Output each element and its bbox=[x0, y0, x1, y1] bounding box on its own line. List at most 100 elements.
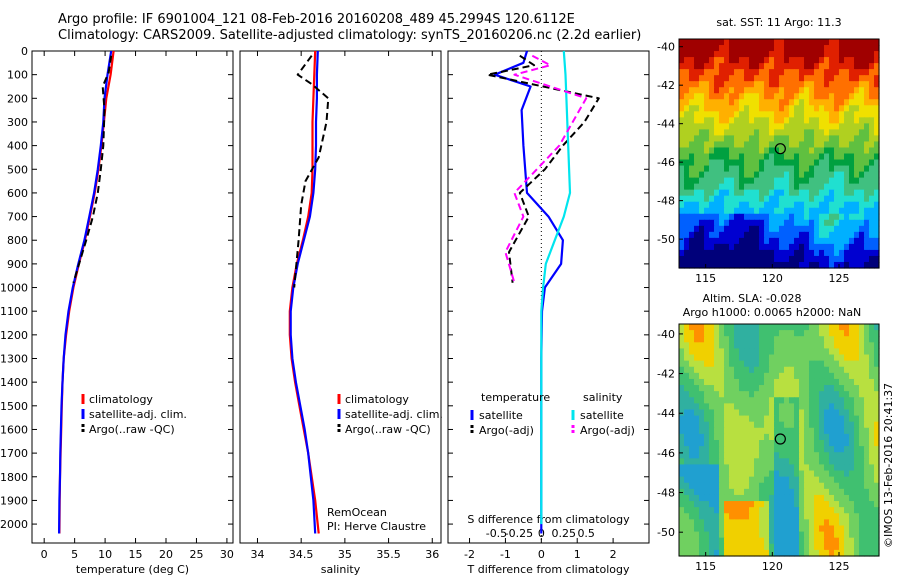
sla-cell bbox=[874, 494, 880, 502]
sla-cell bbox=[874, 378, 880, 386]
sla-cell bbox=[814, 366, 820, 374]
legend-label: climatology bbox=[89, 393, 153, 406]
sst-cell bbox=[869, 219, 875, 227]
sla-cell bbox=[794, 403, 800, 411]
sla-cell bbox=[834, 501, 840, 508]
sst-cell bbox=[754, 105, 760, 112]
sst-cell bbox=[729, 63, 735, 70]
sst-cell bbox=[834, 51, 840, 58]
sla-cell bbox=[839, 336, 845, 343]
sla-cell bbox=[789, 537, 795, 545]
sla-cell bbox=[854, 494, 860, 502]
sla-cell bbox=[834, 433, 840, 441]
sst-cell bbox=[809, 165, 815, 173]
sla-cell bbox=[864, 385, 870, 392]
sla-cell bbox=[814, 452, 820, 459]
sst-cell bbox=[814, 153, 820, 161]
sla-cell bbox=[834, 336, 840, 343]
sla-cell bbox=[764, 470, 770, 478]
sla-cell bbox=[849, 507, 855, 514]
sla-cell bbox=[779, 342, 785, 350]
sla-cell bbox=[814, 324, 820, 331]
sst-cell bbox=[769, 75, 775, 82]
sst-cell bbox=[749, 189, 755, 197]
sst-cell bbox=[799, 63, 805, 70]
sla-cell bbox=[844, 336, 850, 343]
sla-cell bbox=[724, 482, 730, 490]
sst-cell bbox=[709, 129, 715, 137]
sst-cell bbox=[714, 171, 720, 179]
sla-cell bbox=[794, 537, 800, 545]
sla-cell bbox=[709, 397, 715, 404]
sla-cell bbox=[809, 330, 815, 337]
sla-cell bbox=[684, 513, 690, 520]
sst-cell bbox=[814, 201, 820, 209]
sla-cell bbox=[749, 488, 755, 496]
sst-cell bbox=[719, 75, 725, 82]
sst-cell bbox=[839, 261, 845, 269]
sst-cell bbox=[769, 63, 775, 70]
sst-cell bbox=[874, 189, 880, 197]
sst-cell bbox=[679, 81, 685, 88]
sst-cell bbox=[719, 225, 725, 233]
sst-cell bbox=[754, 51, 760, 58]
sst-cell bbox=[739, 189, 745, 197]
sst-cell bbox=[824, 261, 830, 269]
sla-cell bbox=[824, 427, 830, 435]
sla-cell bbox=[699, 519, 705, 527]
sla-cell bbox=[684, 452, 690, 459]
sst-cell bbox=[874, 81, 880, 88]
sla-cell bbox=[679, 452, 685, 459]
sla-cell bbox=[779, 458, 785, 466]
sst-cell bbox=[864, 39, 870, 46]
sst-cell bbox=[789, 93, 795, 100]
sla-cell bbox=[799, 409, 805, 417]
sst-cell bbox=[859, 75, 865, 82]
sst-cell bbox=[769, 237, 775, 245]
sst-cell bbox=[749, 261, 755, 269]
sla-cell bbox=[859, 385, 865, 392]
sla-cell bbox=[759, 507, 765, 514]
sla-cell bbox=[859, 342, 865, 350]
sla-cell bbox=[829, 494, 835, 502]
sla-cell bbox=[684, 348, 690, 356]
sst-cell bbox=[874, 75, 880, 82]
sst-cell bbox=[759, 171, 765, 179]
sst-cell bbox=[694, 237, 700, 245]
sst-cell bbox=[724, 105, 730, 112]
sst-cell bbox=[679, 237, 685, 245]
sla-cell bbox=[704, 531, 710, 539]
sst-cell bbox=[749, 105, 755, 112]
sst-cell bbox=[804, 159, 810, 167]
sst-cell bbox=[714, 69, 720, 76]
sst-cell bbox=[774, 171, 780, 179]
sla-cell bbox=[804, 531, 810, 539]
sst-cell bbox=[734, 207, 740, 215]
sst-cell bbox=[874, 261, 880, 269]
sla-cell bbox=[744, 360, 750, 368]
sla-cell bbox=[734, 494, 740, 502]
sla-cell bbox=[709, 385, 715, 392]
sla-cell bbox=[689, 537, 695, 545]
sst-cell bbox=[799, 129, 805, 137]
sst-cell bbox=[824, 201, 830, 209]
sla-cell bbox=[844, 440, 850, 447]
sla-cell bbox=[764, 501, 770, 508]
sla-cell bbox=[769, 458, 775, 466]
sst-cell bbox=[819, 111, 825, 118]
sla-cell bbox=[834, 366, 840, 374]
sla-cell bbox=[819, 537, 825, 545]
sst-cell bbox=[714, 219, 720, 227]
sla-cell bbox=[809, 385, 815, 392]
sla-cell bbox=[769, 507, 775, 514]
sst-cell bbox=[724, 171, 730, 179]
sst-cell bbox=[739, 57, 745, 64]
sst-cell bbox=[719, 117, 725, 124]
sst-cell bbox=[829, 171, 835, 179]
sla-cell bbox=[779, 488, 785, 496]
sla-cell bbox=[694, 452, 700, 459]
sst-cell bbox=[684, 141, 690, 149]
sla-cell bbox=[839, 409, 845, 417]
sst-cell bbox=[799, 123, 805, 130]
sst-cell bbox=[684, 249, 690, 257]
